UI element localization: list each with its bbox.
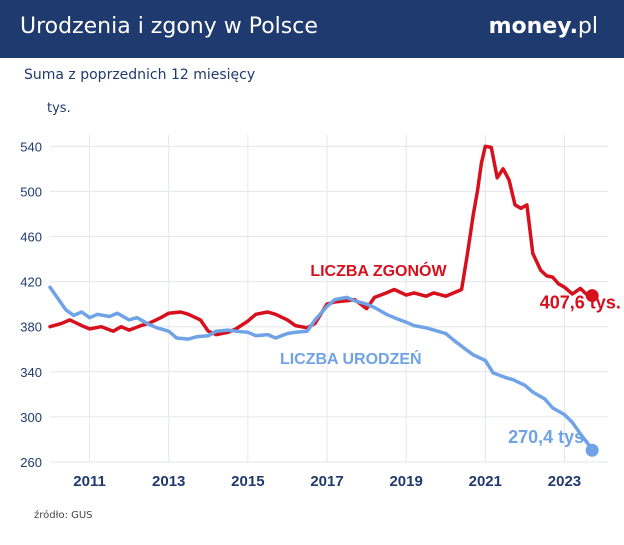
logo-text: money	[488, 14, 570, 39]
x-tick-label: 2013	[152, 473, 185, 490]
x-tick-label: 2019	[389, 473, 422, 490]
brand-logo: money.pl	[489, 14, 598, 39]
y-tick-label: 380	[20, 320, 42, 335]
y-tick-label: 500	[20, 184, 42, 199]
x-tick-label: 2021	[469, 473, 502, 490]
y-axis-unit: tys.	[47, 101, 71, 116]
end-value-label-deaths: 407,6 tys.	[540, 293, 621, 313]
y-tick-label: 260	[20, 455, 42, 470]
header-bar: Urodzenia i zgony w Polsce money.pl	[0, 0, 624, 58]
y-tick-label: 340	[20, 365, 42, 380]
source-note: źródło: GUS	[34, 510, 93, 521]
x-tick-label: 2015	[231, 473, 264, 490]
series-line-deaths	[48, 144, 594, 337]
chart-subtitle: Suma z poprzednich 12 miesięcy	[24, 67, 256, 83]
series-line-births	[48, 285, 594, 453]
x-tick-label: 2023	[548, 473, 581, 490]
series-end-point-deaths	[585, 289, 599, 303]
y-tick-label: 300	[20, 410, 42, 425]
series-label-births: LICZBA URODZEŃ	[280, 349, 422, 368]
y-tick-label: 420	[20, 275, 42, 290]
end-value-label-births: 270,4 tys.	[508, 427, 589, 447]
x-tick-label: 2011	[73, 473, 106, 490]
x-tick-label: 2017	[310, 473, 343, 490]
y-tick-label: 540	[20, 139, 42, 154]
y-tick-label: 460	[20, 229, 42, 244]
series-end-point-births	[585, 443, 599, 457]
chart-title: Urodzenia i zgony w Polsce	[20, 14, 318, 39]
logo-suffix: pl	[577, 14, 598, 39]
logo-dot: .	[569, 14, 578, 39]
series-label-deaths: LICZBA ZGONÓW	[310, 261, 447, 280]
